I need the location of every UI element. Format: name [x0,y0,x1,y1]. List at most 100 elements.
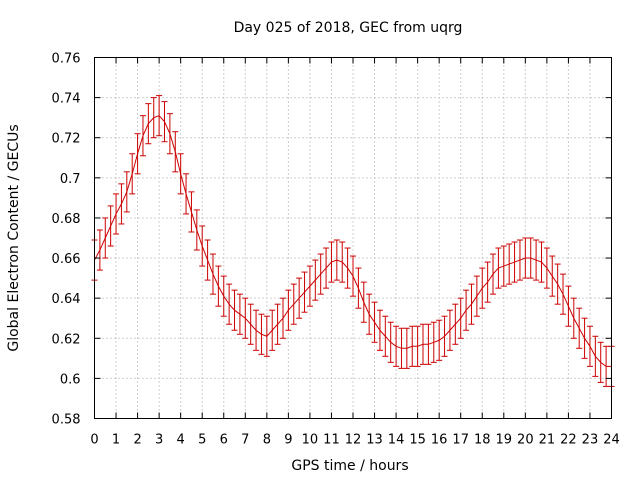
error-bar-point [441,315,448,357]
y-tick-label: 0.58 [52,413,81,428]
error-bar-point [387,321,394,363]
x-tick-label: 16 [431,433,448,448]
error-bar-point [236,293,243,335]
error-bar-point [576,307,583,349]
x-tick-label: 12 [345,433,362,448]
error-bar-point [166,113,173,155]
y-tick-label: 0.62 [52,332,81,347]
y-tick-label: 0.76 [52,52,81,67]
error-bar-point [581,317,588,359]
error-bar-point [199,225,206,267]
error-bar-point [430,321,437,363]
error-bar-point [333,239,340,281]
error-bar-point [597,341,604,383]
error-bar-point [102,217,109,259]
error-bar-point [258,313,265,355]
error-bar-point [145,103,152,145]
x-tick-label: 11 [323,433,340,448]
error-bar-point [118,183,125,225]
error-bar-point [516,239,523,281]
x-tick-label: 20 [517,433,534,448]
error-bar-point [473,275,480,317]
error-bar-point [263,315,270,357]
x-tick-label: 23 [582,433,599,448]
x-axis-label: GPS time / hours [291,458,408,474]
x-tick-label: 3 [155,433,163,448]
x-tick-label: 21 [539,433,556,448]
error-bar-point [220,275,227,317]
y-axis-ticks: 0.58 0.6 0.62 0.64 0.66 0.68 0.7 0.72 0.74 0.76 [52,52,612,428]
x-tick-label: 1 [112,433,120,448]
y-tick-label: 0.66 [52,252,81,267]
x-tick-label: 6 [220,433,228,448]
error-bar-point [533,239,540,281]
error-bar-point [134,133,141,175]
error-bar-point [560,273,567,315]
error-bar-point [360,281,367,323]
error-bar-point [393,325,400,367]
error-bar-point [209,253,216,295]
x-tick-label: 0 [90,433,98,448]
y-axis-label: Global Electron Content / GECUs [6,124,22,351]
x-tick-label: 18 [474,433,491,448]
error-bar-point [156,95,163,137]
data-series [91,95,615,387]
error-bar-point [204,239,211,281]
error-bar-point [420,323,427,365]
error-bar-point [506,243,513,285]
y-tick-label: 0.7 [60,172,81,187]
x-tick-label: 22 [560,433,577,448]
error-bar-point [129,153,136,195]
error-bar-point [274,303,281,345]
error-bar-point [312,259,319,301]
error-bar-point [366,293,373,335]
error-bar-point [463,289,470,331]
error-bar-point [376,309,383,351]
error-bar-point [522,237,529,279]
grid-lines [94,57,612,419]
x-tick-label: 7 [241,433,249,448]
error-bar-point [231,289,238,331]
error-bar-point [328,241,335,283]
x-tick-label: 13 [366,433,383,448]
error-bar-point [382,315,389,357]
error-bar-point [425,323,432,365]
x-tick-label: 15 [409,433,426,448]
error-bar-point [290,283,297,325]
error-bar-point [139,115,146,157]
error-bar-point [500,245,507,287]
error-bar-point [603,345,610,387]
error-bar-point [538,241,545,283]
error-bar-point [446,309,453,351]
error-bar-point [253,309,260,351]
error-bar-point [436,319,443,361]
error-bar-point [543,247,550,289]
x-tick-label: 5 [198,433,206,448]
y-tick-label: 0.72 [52,132,81,147]
error-bar-point [269,309,276,351]
error-bar-point [414,325,421,367]
error-bar-point [323,247,330,289]
error-bar-point [403,327,410,369]
error-bar-point [188,191,195,233]
error-bar-point [409,325,416,367]
error-bar-point [193,209,200,251]
error-bar-point [150,97,157,139]
error-bar-point [183,173,190,215]
x-tick-label: 2 [133,433,141,448]
error-bar-point [350,255,356,297]
error-bar-point [285,289,292,331]
x-tick-label: 8 [263,433,271,448]
x-tick-label: 24 [603,433,620,448]
error-bar-point [592,335,599,377]
error-bar-point [161,101,168,143]
error-bar-point [355,267,362,309]
error-bar-point [570,297,577,339]
error-bar-point [279,297,286,339]
series-line [94,115,612,367]
error-bar-point [107,205,114,247]
x-tick-label: 19 [496,433,513,448]
error-bar-point [113,193,120,235]
error-bar-point [172,131,179,173]
error-bar-point [344,247,351,289]
